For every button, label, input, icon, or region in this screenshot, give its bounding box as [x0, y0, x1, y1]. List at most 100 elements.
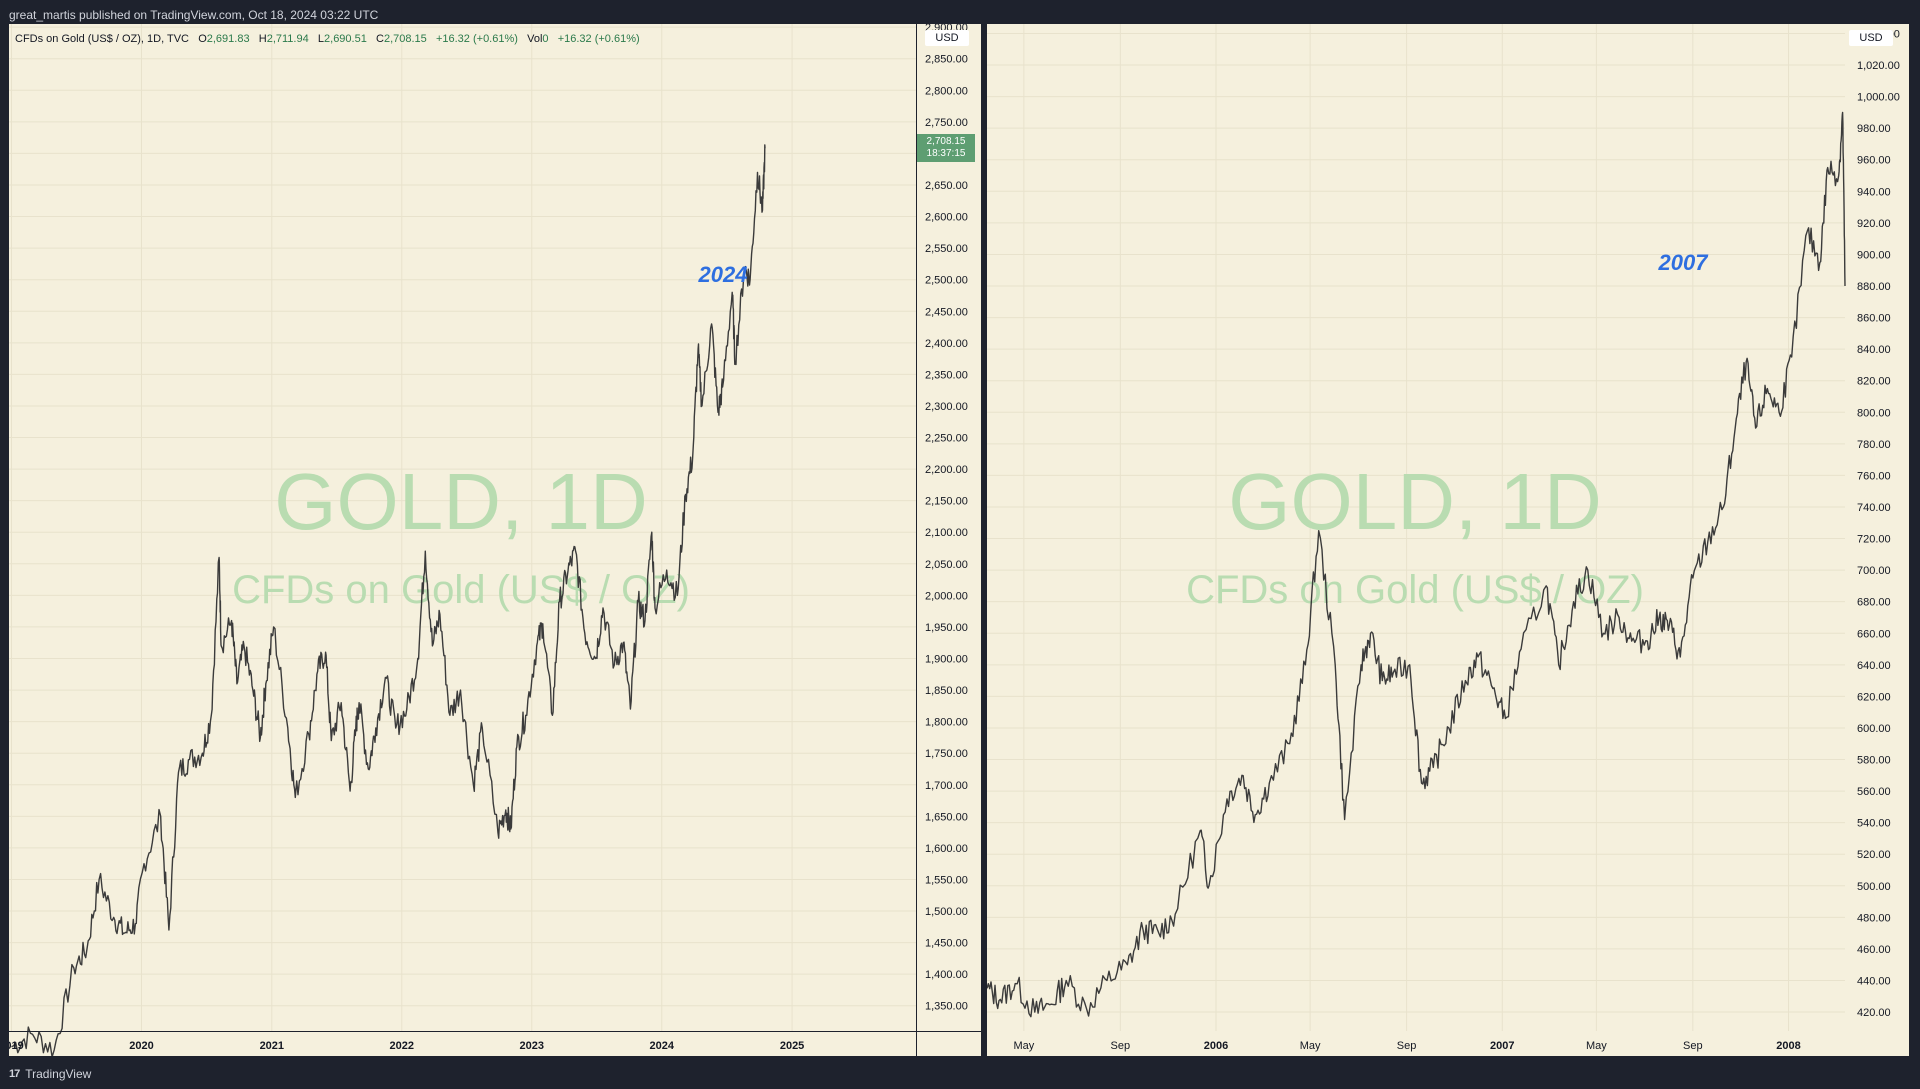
last-price-tag: 2,708.15 18:37:15	[917, 134, 975, 163]
legend-low-label: L	[317, 33, 325, 45]
price-axis-label: 680.00	[1857, 597, 1891, 609]
legend-close-label: C	[376, 33, 384, 45]
price-axis-label: 2,600.00	[925, 212, 968, 224]
price-axis-label: 880.00	[1857, 281, 1891, 293]
price-axis-label: 660.00	[1857, 628, 1891, 640]
price-axis-label: 1,450.00	[925, 938, 968, 950]
price-axis-label: 1,750.00	[925, 748, 968, 760]
left-price-chart[interactable]: GOLD, 1D CFDs on Gold (US$ / OZ) 1,350.00 1…	[9, 24, 981, 1056]
time-axis-label: 2008	[1776, 1040, 1800, 1052]
time-axis-label: 2006	[1204, 1040, 1228, 1052]
legend-close: 2,708.15	[383, 33, 427, 45]
time-axis-label: 2025	[780, 1040, 804, 1052]
time-axis-label: 2007	[1490, 1040, 1514, 1052]
price-axis-label: 1,800.00	[925, 717, 968, 729]
legend-high-label: H	[258, 33, 267, 45]
year-annotation: 2007	[1658, 250, 1710, 275]
time-axis-label: 2021	[260, 1040, 284, 1052]
time-axis-label: Sep	[1683, 1040, 1703, 1052]
price-axis-label: 480.00	[1857, 912, 1891, 924]
price-axis-label: 2,000.00	[925, 590, 968, 602]
price-axis-label: 840.00	[1857, 344, 1891, 356]
price-axis-label: 2,200.00	[925, 464, 968, 476]
price-axis-label: 2,900.00	[925, 24, 968, 34]
price-axis-label: 440.00	[1857, 975, 1891, 987]
price-axis-label: 1,650.00	[925, 811, 968, 823]
time-axis-label: Sep	[1111, 1040, 1131, 1052]
price-axis-label: 780.00	[1857, 439, 1891, 451]
price-axis-label: 1,000.00	[1857, 92, 1900, 104]
brand-name: TradingView	[25, 1067, 92, 1081]
watermark-title: GOLD, 1D	[274, 457, 647, 546]
right-price-chart[interactable]: GOLD, 1D CFDs on Gold (US$ / OZ) 420.00 440…	[987, 24, 1909, 1056]
price-axis-label: 900.00	[1857, 249, 1891, 261]
price-axis-label: 600.00	[1857, 723, 1891, 735]
time-axis-label: 2019	[9, 1040, 24, 1052]
currency-button[interactable]: USD	[925, 30, 969, 46]
price-axis-label: 2,350.00	[925, 369, 968, 381]
price-axis-label: 2,100.00	[925, 527, 968, 539]
legend-symbol: CFDs on Gold (US$ / OZ), 1D, TVC	[15, 33, 190, 45]
price-axis-label: 820.00	[1857, 376, 1891, 388]
time-axis-label: 2022	[390, 1040, 414, 1052]
price-axis-label: 1,550.00	[925, 874, 968, 886]
legend-high: 2,711.94	[266, 33, 309, 45]
time-axis-divider	[9, 1031, 981, 1032]
price-axis-label: 700.00	[1857, 565, 1891, 577]
price-series-line	[987, 111, 1846, 1018]
bar-countdown: 18:37:15	[926, 148, 966, 160]
price-axis-label: 580.00	[1857, 755, 1891, 767]
price-axis-label: 760.00	[1857, 470, 1891, 482]
price-axis-label: 720.00	[1857, 534, 1891, 546]
time-axis-label: 2023	[520, 1040, 544, 1052]
price-axis-label: 1,500.00	[925, 906, 968, 918]
price-axis-label: 920.00	[1857, 218, 1891, 230]
price-axis-label: 2,450.00	[925, 306, 968, 318]
price-axis-label: 560.00	[1857, 786, 1891, 798]
price-series-line	[11, 144, 766, 1056]
price-axis-label: 420.00	[1857, 1007, 1891, 1019]
price-axis-label: 1,900.00	[925, 654, 968, 666]
time-axis-label: 2020	[129, 1040, 153, 1052]
price-axis-label: 1,350.00	[925, 1001, 968, 1013]
currency-button[interactable]: USD	[1849, 30, 1893, 46]
price-axis-label: 540.00	[1857, 818, 1891, 830]
legend-open-label: O	[198, 33, 207, 45]
price-axis-label: 2,150.00	[925, 496, 968, 508]
year-annotation: 2024	[698, 262, 748, 287]
legend-volume-change: +16.32 (+0.61%)	[557, 33, 640, 45]
price-axis-label: 460.00	[1857, 944, 1891, 956]
price-axis-label: 1,850.00	[925, 685, 968, 697]
legend-open: 2,691.83	[206, 33, 250, 45]
price-axis-label: 740.00	[1857, 502, 1891, 514]
price-axis-label: 620.00	[1857, 691, 1891, 703]
price-axis-label: 2,500.00	[925, 275, 968, 287]
price-axis-label: 500.00	[1857, 881, 1891, 893]
price-axis-label: 860.00	[1857, 313, 1891, 325]
legend-volume-label: Vol	[527, 33, 543, 45]
price-axis-label: 640.00	[1857, 660, 1891, 672]
right-chart-panel[interactable]: GOLD, 1D CFDs on Gold (US$ / OZ) 420.00 440…	[987, 24, 1909, 1056]
time-axis-label: May	[1013, 1040, 1034, 1052]
price-axis-label: 2,550.00	[925, 243, 968, 255]
left-chart-panel[interactable]: GOLD, 1D CFDs on Gold (US$ / OZ) 1,350.00 1…	[9, 24, 981, 1056]
price-axis-label: 2,750.00	[925, 117, 968, 129]
watermark-subtitle: CFDs on Gold (US$ / OZ)	[1186, 568, 1644, 612]
price-axis-label: 1,600.00	[925, 843, 968, 855]
publisher-caption: great_martis published on TradingView.co…	[9, 8, 379, 22]
price-axis-label: 800.00	[1857, 407, 1891, 419]
price-axis-label: 2,050.00	[925, 559, 968, 571]
price-axis-label: 940.00	[1857, 186, 1891, 198]
price-axis-label: 1,700.00	[925, 780, 968, 792]
last-price: 2,708.15	[926, 136, 966, 148]
price-axis-label: 980.00	[1857, 123, 1891, 135]
watermark-subtitle: CFDs on Gold (US$ / OZ)	[232, 568, 690, 612]
legend-low: 2,690.51	[324, 33, 367, 45]
footer-brand: 17 TradingView	[9, 1067, 91, 1081]
price-axis-label: 2,400.00	[925, 338, 968, 350]
price-axis-label: 1,020.00	[1857, 60, 1900, 72]
price-axis-label: 960.00	[1857, 155, 1891, 167]
time-axis-label: May	[1300, 1040, 1321, 1052]
price-axis-label: 2,800.00	[925, 85, 968, 97]
price-axis-label: 2,300.00	[925, 401, 968, 413]
